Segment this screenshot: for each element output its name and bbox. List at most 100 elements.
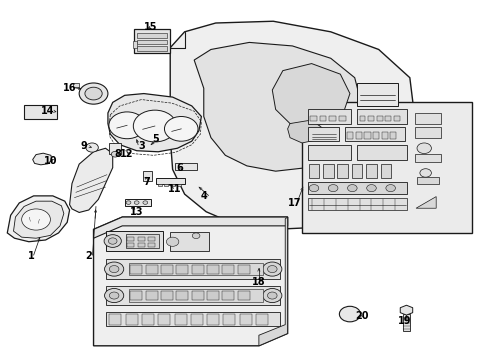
Bar	[133, 41, 137, 48]
Bar	[307, 145, 350, 159]
Bar	[170, 232, 208, 251]
Bar	[24, 105, 57, 119]
Text: \: \	[29, 217, 30, 221]
Bar	[237, 265, 249, 274]
Bar	[307, 109, 350, 123]
Bar	[346, 132, 352, 139]
Bar	[127, 243, 134, 247]
Bar	[356, 145, 407, 159]
Circle shape	[308, 185, 318, 192]
Circle shape	[262, 288, 281, 303]
Text: 11: 11	[168, 184, 182, 194]
Bar	[307, 127, 338, 141]
Circle shape	[267, 266, 277, 273]
Polygon shape	[415, 197, 435, 208]
Bar	[307, 182, 407, 194]
Polygon shape	[108, 94, 201, 152]
Bar	[207, 314, 219, 325]
Bar	[137, 33, 166, 38]
Text: 18: 18	[251, 277, 265, 287]
Bar	[145, 265, 158, 274]
Bar	[130, 292, 142, 300]
Text: 1: 1	[28, 251, 35, 261]
Bar	[367, 116, 373, 121]
Text: 7: 7	[142, 177, 149, 187]
Circle shape	[109, 292, 119, 299]
Circle shape	[134, 201, 139, 204]
Bar	[124, 199, 151, 207]
Bar	[109, 314, 121, 325]
Text: 8: 8	[114, 149, 121, 158]
Bar	[308, 164, 319, 177]
Bar	[416, 177, 438, 184]
Polygon shape	[399, 305, 412, 315]
Polygon shape	[258, 217, 287, 346]
Polygon shape	[33, 153, 52, 165]
Text: 20: 20	[354, 311, 368, 321]
Bar	[338, 116, 345, 121]
Bar	[237, 292, 249, 300]
Bar	[171, 184, 175, 186]
Bar	[105, 231, 163, 251]
Bar	[309, 116, 316, 121]
Text: 3: 3	[138, 141, 144, 152]
Bar	[105, 259, 280, 279]
Bar	[73, 83, 79, 86]
Circle shape	[108, 238, 117, 244]
Bar	[191, 265, 203, 274]
Circle shape	[104, 288, 123, 303]
Bar	[174, 314, 186, 325]
Text: /: /	[39, 218, 40, 223]
Bar	[161, 292, 173, 300]
Bar	[128, 263, 262, 275]
Bar	[125, 314, 137, 325]
Text: 9: 9	[81, 141, 87, 152]
Text: 2: 2	[85, 251, 92, 261]
Bar	[372, 132, 378, 139]
Bar	[351, 164, 362, 177]
Bar	[207, 292, 219, 300]
Circle shape	[164, 117, 198, 141]
Bar	[381, 132, 387, 139]
Text: 12: 12	[120, 149, 134, 158]
Bar	[356, 109, 407, 123]
Circle shape	[109, 266, 119, 273]
Bar	[414, 153, 440, 162]
Bar	[223, 314, 235, 325]
Circle shape	[142, 201, 147, 204]
Text: 5: 5	[152, 134, 159, 144]
Polygon shape	[69, 148, 112, 212]
Polygon shape	[287, 120, 323, 143]
Circle shape	[79, 83, 108, 104]
Bar	[319, 116, 326, 121]
Text: 4: 4	[200, 191, 207, 201]
Bar	[222, 265, 234, 274]
Circle shape	[133, 110, 176, 142]
Bar	[256, 314, 267, 325]
Bar	[128, 289, 262, 302]
Bar	[134, 29, 170, 53]
Bar	[190, 314, 203, 325]
Bar	[158, 314, 170, 325]
Bar	[337, 164, 347, 177]
Polygon shape	[194, 42, 361, 171]
Circle shape	[267, 292, 277, 299]
Circle shape	[192, 233, 200, 239]
Bar	[148, 237, 155, 242]
Circle shape	[262, 262, 281, 276]
Bar	[164, 184, 168, 186]
Bar	[222, 292, 234, 300]
Polygon shape	[272, 64, 349, 125]
Circle shape	[339, 306, 360, 322]
Text: 19: 19	[397, 316, 411, 326]
Bar	[356, 83, 397, 106]
Polygon shape	[93, 217, 287, 346]
Bar	[142, 171, 151, 181]
Bar	[328, 116, 335, 121]
Bar	[376, 116, 382, 121]
Bar	[176, 265, 188, 274]
Circle shape	[21, 209, 50, 230]
Bar	[345, 127, 404, 141]
Bar	[130, 265, 142, 274]
Bar	[380, 164, 390, 177]
